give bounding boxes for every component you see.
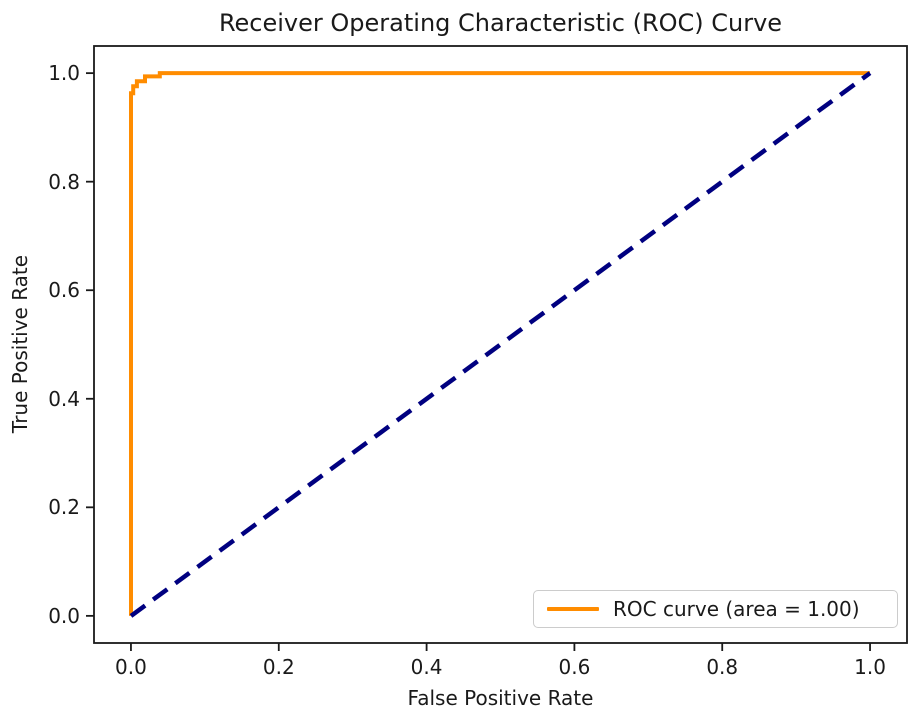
x-tick-label: 0.6 — [558, 655, 591, 679]
axes-spines — [93, 45, 908, 644]
roc-curve-line-swatch — [547, 606, 599, 612]
y-tick-label: 0.4 — [48, 386, 80, 411]
x-tick-label: 0.2 — [262, 655, 295, 679]
x-axis-label: False Positive Rate — [407, 686, 594, 710]
legend-label: ROC curve (area = 1.00) — [613, 597, 860, 621]
y-tick-label: 1.0 — [48, 61, 80, 86]
x-tick-label: 0.0 — [115, 655, 147, 679]
y-tick-label: 0.0 — [48, 603, 80, 628]
x-tick-label: 0.8 — [706, 655, 739, 679]
roc-curve-line — [129, 71, 870, 616]
x-tick-label: 0.4 — [410, 655, 443, 679]
y-tick-label: 0.8 — [48, 169, 80, 194]
x-tick-label: 1.0 — [854, 655, 886, 679]
y-tick-label: 0.2 — [48, 495, 80, 520]
y-tick-label: 0.6 — [48, 278, 80, 303]
legend: ROC curve (area = 1.00) — [533, 590, 898, 628]
chart-title: Receiver Operating Characteristic (ROC) … — [218, 9, 783, 37]
chance-diagonal-line — [129, 71, 872, 618]
